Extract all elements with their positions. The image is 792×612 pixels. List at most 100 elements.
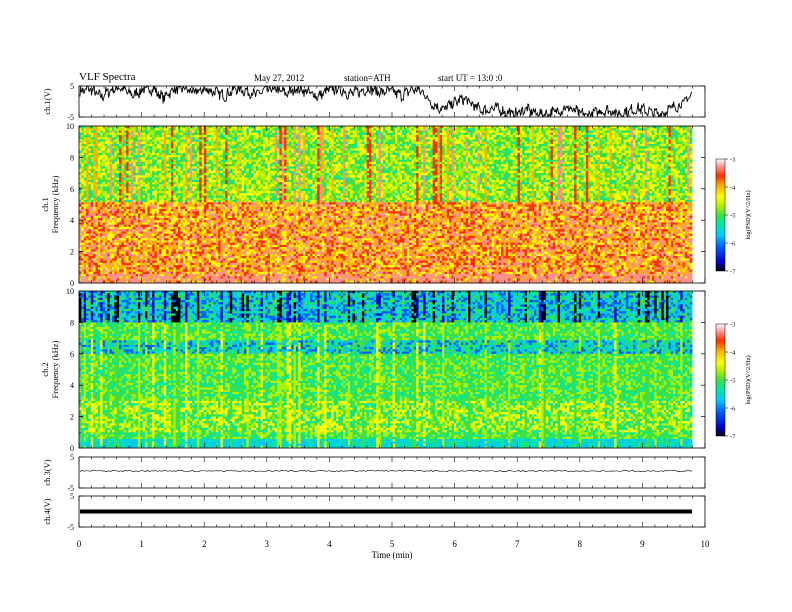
spectrogram-cell <box>369 139 372 143</box>
spectrogram-cell <box>541 130 544 134</box>
spectrogram-cell <box>324 143 327 147</box>
spectrogram-cell <box>402 130 405 134</box>
spectrogram-cell <box>357 134 360 138</box>
spectrogram-cell <box>208 126 212 129</box>
spectrogram-cell <box>633 143 636 147</box>
spectrogram-cell <box>574 126 577 129</box>
spectrogram-cell <box>373 152 377 156</box>
spectrogram-cell <box>635 148 639 152</box>
spectrogram-cell <box>446 126 450 129</box>
spectrogram-cell <box>491 128 495 131</box>
spectrogram-cell <box>475 134 478 138</box>
spectrogram-cell <box>161 134 165 138</box>
spectrogram-cell <box>385 132 389 136</box>
spectrogram-cell <box>194 152 198 156</box>
spectrogram-cell <box>116 150 120 154</box>
spectrogram-cell <box>119 137 122 140</box>
spectrogram-cell <box>220 139 224 143</box>
spectrogram-cell <box>79 159 82 163</box>
spectrogram-cell <box>269 159 273 163</box>
spectrogram-cell <box>203 128 207 131</box>
spectrogram-cell <box>324 128 327 131</box>
spectrogram-cell <box>156 134 160 138</box>
spectrogram-cell <box>298 132 302 136</box>
spectrogram-cell <box>595 150 599 154</box>
spectrogram-cell <box>251 130 254 134</box>
spectrogram-cell <box>291 130 294 134</box>
spectrogram-cell <box>456 139 459 143</box>
spectrogram-cell <box>93 155 96 158</box>
spectrogram-cell <box>291 148 294 152</box>
spectrogram-cell <box>206 134 210 138</box>
spectrogram-cell <box>284 126 287 129</box>
spectrogram-cell <box>656 139 660 143</box>
spectrogram-cell <box>439 143 443 147</box>
spectrogram-cell <box>670 128 674 131</box>
spectrogram-cell <box>689 148 693 152</box>
spectrogram-cell <box>463 128 467 131</box>
spectrogram-cell <box>392 126 396 129</box>
spectrogram-cell <box>196 132 200 136</box>
spectrogram-cell <box>295 137 299 140</box>
spectrogram-cell <box>640 130 643 134</box>
spectrogram-cell <box>411 143 415 147</box>
spectrogram-cell <box>260 159 264 163</box>
spectrogram-cell <box>335 150 339 154</box>
spectrogram-cell <box>166 143 169 147</box>
spectrogram-cell <box>581 128 584 131</box>
spectrogram-cell <box>465 130 469 134</box>
spectrogram-cell <box>140 132 144 136</box>
spectrogram-cell <box>569 139 573 143</box>
spectrogram-cell <box>618 159 622 163</box>
spectrogram-cell <box>328 150 332 154</box>
spectrogram-cell <box>145 148 148 152</box>
spectrogram-cell <box>274 159 278 163</box>
spectrogram-cell <box>642 137 646 140</box>
spectrogram-cell <box>116 159 120 163</box>
spectrogram-cell <box>366 134 370 138</box>
spectrogram-cell <box>663 143 667 147</box>
spectrogram-cell <box>345 130 349 134</box>
spectrogram-cell <box>602 130 606 134</box>
spectrogram-cell <box>635 126 639 129</box>
spectrogram-cell <box>189 146 193 149</box>
spectrogram-cell <box>152 152 155 156</box>
spectrogram-cell <box>420 150 424 154</box>
spectrogram-cell <box>397 159 401 163</box>
spectrogram-cell <box>529 137 533 140</box>
spectrogram-cell <box>585 130 589 134</box>
spectrogram-cell <box>406 132 410 136</box>
spectrogram-cell <box>310 146 313 149</box>
spectrogram-cell <box>416 146 419 149</box>
spectrogram-cell <box>333 128 337 131</box>
spectrogram-cell <box>225 146 228 149</box>
spectrogram-cell <box>236 150 240 154</box>
spectrogram-cell <box>472 126 476 129</box>
spectrogram-cell <box>369 148 372 152</box>
spectrogram-cell <box>541 146 544 149</box>
spectrogram-cell <box>232 128 236 131</box>
spectrogram-cell <box>314 137 318 140</box>
spectrogram-cell <box>555 148 559 152</box>
spectrogram-cell <box>274 148 278 152</box>
spectrogram-cell <box>604 148 608 152</box>
spectrogram-cell <box>152 128 155 131</box>
spectrogram-cell <box>498 126 502 129</box>
spectrogram-cell <box>107 141 111 145</box>
spectrogram-cell <box>203 150 207 154</box>
spectrogram-cell <box>107 155 111 158</box>
spectrogram-cell <box>668 146 672 149</box>
spectrogram-cell <box>265 152 269 156</box>
spectrogram-cell <box>437 150 441 154</box>
spectrogram-cell <box>293 132 297 136</box>
spectrogram-cell <box>203 126 207 129</box>
spectrogram-cell <box>562 132 566 136</box>
spectrogram-cell <box>416 134 419 138</box>
spectrogram-cell <box>317 132 320 136</box>
spectrogram-cell <box>484 132 488 136</box>
spectrogram-cell <box>611 128 615 131</box>
spectrogram-cell <box>189 168 193 172</box>
spectrogram-cell <box>159 155 162 158</box>
spectrogram-cell <box>159 139 162 143</box>
spectrogram-cell <box>102 159 106 163</box>
